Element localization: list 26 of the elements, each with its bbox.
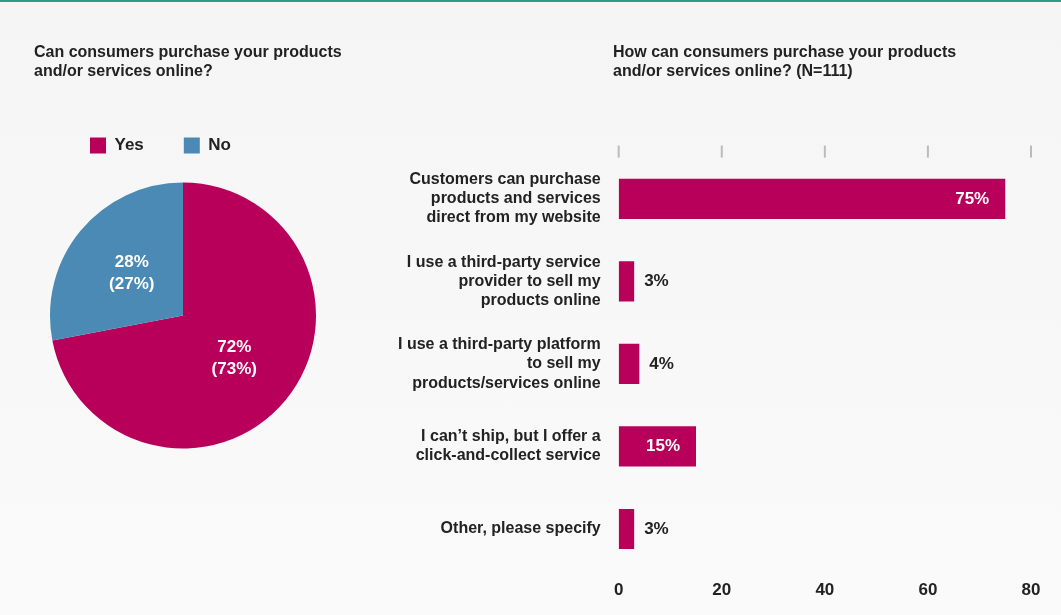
bar: [618, 343, 640, 384]
x-tick-label: 0: [613, 580, 624, 600]
data-label: 4%: [649, 353, 674, 373]
bar: [618, 426, 696, 467]
x-tick-label: 20: [712, 580, 732, 600]
y-tick-label: I use a third-party platform to sell my products/services online: [397, 335, 601, 391]
legend-label: No: [208, 135, 231, 155]
bar: [618, 178, 1006, 219]
data-label: 28% (27%): [109, 251, 155, 293]
x-tick-label: 60: [918, 580, 938, 600]
data-label: 75%: [955, 188, 990, 208]
x-tick-label: 80: [1021, 580, 1041, 600]
data-label: 72% (73%): [211, 336, 257, 378]
data-label: 15%: [645, 436, 680, 456]
data-label: 3%: [644, 271, 669, 291]
y-tick-label: Customers can purchase products and services direct from my website: [409, 170, 601, 226]
chart-title: Can consumers purchase your products and/or services online?: [34, 42, 343, 80]
legend-label: Yes: [114, 135, 144, 155]
data-label: 3%: [644, 518, 669, 538]
y-tick-label: I can’t ship, but I offer a click-and-collect service: [415, 427, 601, 464]
bar: [618, 508, 635, 549]
x-tick-label: 40: [815, 580, 835, 600]
y-tick-label: I use a third-party service provider to sell my products online: [406, 252, 601, 308]
bar: [618, 261, 635, 302]
y-tick-label: Other, please specify: [440, 519, 601, 537]
chart-title: How can consumers purchase your products and/or services online? (N=111): [613, 42, 958, 80]
